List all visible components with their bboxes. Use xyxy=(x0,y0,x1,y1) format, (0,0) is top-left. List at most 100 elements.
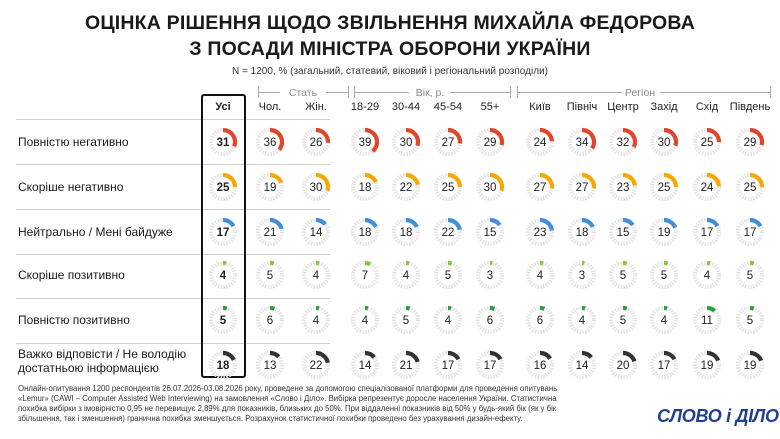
donut-arc xyxy=(706,217,720,228)
donut-cell: 4 xyxy=(433,305,463,335)
donut-cell: 36 xyxy=(255,127,285,157)
column-header: Чол. xyxy=(258,101,282,113)
donut-cell: 30 xyxy=(301,172,331,202)
donut-cell: 6 xyxy=(475,305,505,335)
donut-cell: 11 xyxy=(692,305,722,335)
donut-value-label: 4 xyxy=(445,315,452,327)
donut-cell: 27 xyxy=(567,172,597,202)
donut-value-label: 5 xyxy=(747,270,753,282)
donut-arc xyxy=(447,172,463,188)
bracket-tick xyxy=(348,86,349,98)
donut-value-label: 5 xyxy=(747,315,753,327)
donut-value-label: 25 xyxy=(658,182,671,194)
chart-title-line1: ОЦІНКА РІШЕННЯ ЩОДО ЗВІЛЬНЕННЯ МИХАЙЛА Ф… xyxy=(84,12,696,34)
donut-arc xyxy=(539,305,546,311)
donut-value-label: 27 xyxy=(534,182,547,194)
donut-value-label: 25 xyxy=(442,182,455,194)
slovo-i-dilo-logo: СЛОВО і ДІЛО xyxy=(657,406,779,426)
donut-cell: 24 xyxy=(525,127,555,157)
column-header: Усі xyxy=(215,101,231,113)
donut-value-label: 19 xyxy=(264,182,277,194)
donut-value-label: 19 xyxy=(658,227,671,239)
donut-value-label: 19 xyxy=(701,360,714,372)
donut-value-label: 17 xyxy=(484,360,497,372)
donut-value-label: 18 xyxy=(359,227,372,239)
donut-value-label: 6 xyxy=(267,315,273,327)
donut-cell: 15 xyxy=(608,217,638,247)
donut-value-label: 25 xyxy=(217,182,230,194)
donut-value-label: 26 xyxy=(310,137,323,149)
donut-cell: 7 xyxy=(350,260,380,290)
column-header: 30-44 xyxy=(391,101,421,113)
donut-value-label: 4 xyxy=(403,270,410,282)
bracket-tick xyxy=(517,86,518,98)
donut-value-label: 17 xyxy=(217,227,230,239)
bracket-tick xyxy=(510,86,511,98)
donut-value-label: 4 xyxy=(220,270,227,282)
donut-arc xyxy=(622,127,638,149)
donut-arc xyxy=(622,260,628,266)
donut-cell: 19 xyxy=(735,350,765,380)
bracket-tick xyxy=(770,86,771,98)
donut-value-label: 5 xyxy=(220,315,227,327)
bracket-line xyxy=(450,92,510,93)
donut-arc xyxy=(269,350,281,359)
donut-arc xyxy=(405,350,420,363)
chart-title-line2: З ПОСАДИ МІНІСТРА ОБОРОНИ УКРАЇНИ xyxy=(189,38,591,60)
donut-arc xyxy=(706,305,716,313)
donut-value-label: 15 xyxy=(484,227,497,239)
donut-value-label: 31 xyxy=(217,137,230,149)
donut-value-label: 14 xyxy=(576,360,589,372)
donut-cell: 32 xyxy=(608,127,638,157)
donut-arc xyxy=(489,172,505,192)
row-label: Важко відповісти / Не володію достатньою… xyxy=(18,347,187,375)
donut-cell: 18 xyxy=(391,217,421,247)
methodology-footnote: Онлайн-опитування 1200 респондентів 26.0… xyxy=(18,384,558,423)
donut-arc xyxy=(269,217,284,230)
donut-cell: 4 xyxy=(649,305,679,335)
donut-cell: 22 xyxy=(391,172,421,202)
row-divider xyxy=(16,254,330,255)
donut-cell: 30 xyxy=(475,172,505,202)
donut-arc xyxy=(405,127,421,147)
donut-value-label: 5 xyxy=(267,270,273,282)
donut-value-label: 21 xyxy=(400,360,413,372)
donut-cell: 20 xyxy=(608,350,638,380)
donut-arc xyxy=(749,217,763,228)
donut-arc xyxy=(364,260,372,267)
donut-arc xyxy=(447,350,461,361)
donut-arc xyxy=(315,217,327,226)
row-label: Скоріше позитивно xyxy=(18,268,125,282)
donut-cell: 19 xyxy=(255,172,285,202)
donut-value-label: 4 xyxy=(313,270,320,282)
row-divider xyxy=(16,119,330,120)
bracket-line xyxy=(354,92,409,93)
donut-arc xyxy=(622,172,637,186)
donut-value-label: 32 xyxy=(617,137,630,149)
column-header: 55+ xyxy=(480,101,500,113)
donut-arc xyxy=(581,127,597,150)
donut-value-label: 18 xyxy=(217,360,230,372)
row-label: Повністю позитивно xyxy=(18,313,130,327)
donut-arc xyxy=(269,127,285,151)
donut-cell: 17 xyxy=(649,350,679,380)
donut-cell: 5 xyxy=(735,260,765,290)
donut-value-label: 4 xyxy=(313,315,320,327)
donut-cell: 4 xyxy=(567,305,597,335)
row-divider xyxy=(16,343,330,344)
donut-arc xyxy=(539,127,555,142)
donut-arc xyxy=(622,217,635,227)
donut-cell: 5 xyxy=(649,260,679,290)
donut-arc xyxy=(622,350,637,363)
donut-arc xyxy=(706,172,722,187)
row-label: Скоріше негативно xyxy=(18,180,124,194)
donut-arc xyxy=(447,260,453,266)
column-header: Південь xyxy=(729,101,771,113)
donut-value-label: 4 xyxy=(537,270,544,282)
donut-value-label: 23 xyxy=(534,227,547,239)
donut-value-label: 18 xyxy=(576,227,589,239)
donut-arc xyxy=(622,305,628,311)
donut-value-label: 18 xyxy=(359,182,372,194)
donut-cell: 6 xyxy=(255,305,285,335)
donut-cell: 15 xyxy=(475,217,505,247)
